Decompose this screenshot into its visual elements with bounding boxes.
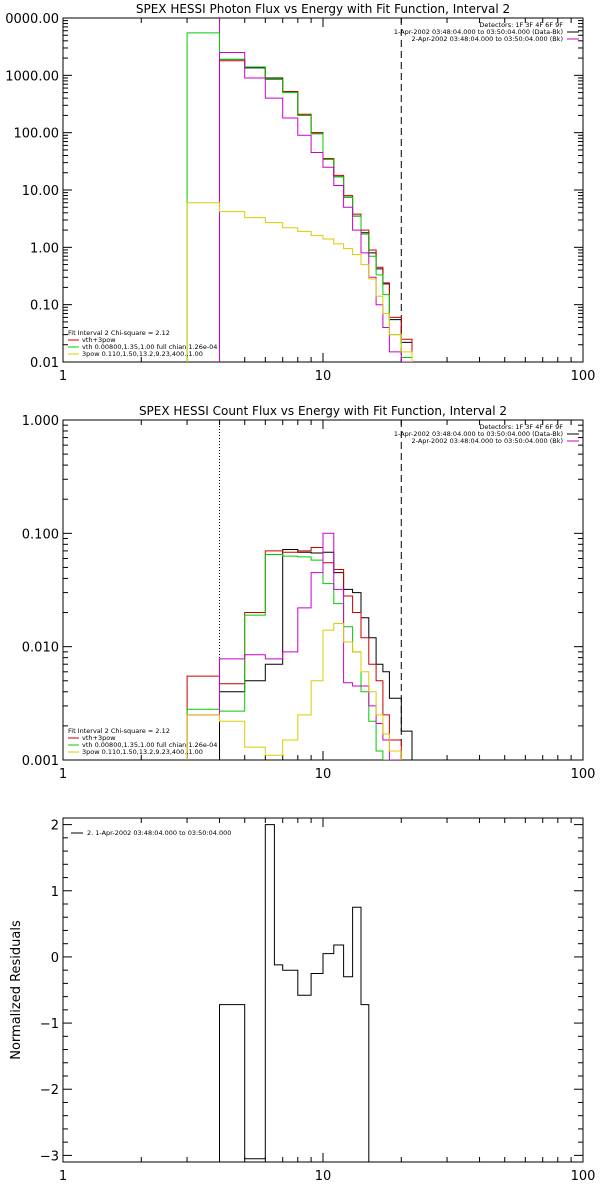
y-tick-label: 2	[51, 819, 59, 834]
info-line: Detectors: 1F 3F 4F 6F 9F	[479, 21, 563, 29]
x-tick-label: 10	[315, 1169, 332, 1184]
fit-legend-text: vth+3pow	[82, 336, 116, 344]
panel-3: 1 10 100 −3 −2 −1 0 1 2 Normalized Residuals 2. 1-…	[9, 817, 596, 1184]
axes-frame	[62, 419, 584, 761]
y-tick-label: 0000.00	[5, 12, 59, 27]
series-4-line	[186, 532, 402, 760]
x-tick-label: 100	[571, 767, 596, 782]
y-tick-label: 0.10	[30, 299, 59, 314]
panel-1: SPEX HESSI Photon Flux vs Energy with Fi…	[5, 2, 595, 384]
y-tick-label: −1	[40, 1017, 59, 1032]
x-tick-label: 100	[571, 369, 596, 384]
series-4-line	[219, 52, 412, 362]
panel-2: SPEX HESSI Count Flux vs Energy with Fit…	[22, 404, 596, 782]
chart-title: SPEX HESSI Count Flux vs Energy with Fit…	[139, 404, 507, 418]
series-5-line	[186, 623, 402, 760]
info-line: 2-Apr-2002 03:48:04.000 to 03:50:04.000 …	[412, 437, 563, 445]
plot-area	[219, 824, 370, 1162]
x-tick-label: 1	[59, 767, 67, 782]
residual-legend-text: 2. 1-Apr-2002 03:48:04.000 to 03:50:04.0…	[87, 829, 231, 837]
fit-legend-text: vth+3pow	[82, 734, 116, 742]
plot-area	[186, 32, 413, 362]
y-axis-label: Normalized Residuals	[9, 920, 24, 1060]
fit-legend-text: 3pow 0.110,1.50,13.2,9.23,400.,1.00	[82, 350, 203, 358]
plot-area	[186, 532, 413, 760]
series-3-line	[186, 554, 402, 760]
chart-title: SPEX HESSI Photon Flux vs Energy with Fi…	[136, 2, 510, 16]
fit-legend-text: Fit Interval 2 Chi-square = 2.12	[68, 329, 170, 337]
y-tick-label: 0.100	[22, 527, 59, 542]
fit-legend-text: 3pow 0.110,1.50,13.2,9.23,400.,1.00	[82, 748, 203, 756]
y-tick-label: 100.00	[14, 127, 60, 142]
series-1-line	[219, 824, 370, 1162]
info-line: 1-Apr-2002 03:48:04.000 to 03:50:04.000 …	[394, 28, 563, 36]
y-tick-label: −3	[40, 1149, 59, 1164]
y-tick-label: 0	[51, 951, 59, 966]
y-tick-label: 1.00	[30, 241, 59, 256]
info-line: Detectors: 1F 3F 4F 6F 9F	[479, 423, 563, 431]
y-tick-label: 1	[51, 885, 59, 900]
series-5-line	[186, 202, 413, 362]
y-tick-label: 0.01	[30, 356, 59, 371]
axes-frame	[62, 17, 584, 363]
x-tick-label: 100	[571, 1169, 596, 1184]
y-tick-label: 1000.00	[5, 69, 59, 84]
y-tick-label: 0.001	[22, 754, 59, 769]
x-tick-label: 10	[315, 369, 332, 384]
fit-legend-text: Fit Interval 2 Chi-square = 2.12	[68, 727, 170, 735]
y-tick-label: 0.010	[22, 641, 59, 656]
fit-legend-text: vth 0.00800,1.35,1.00 full chian 1.26e-0…	[82, 741, 217, 749]
fit-legend-text: vth 0.00800,1.35,1.00 full chian 1.26e-0…	[82, 343, 217, 351]
x-tick-label: 10	[315, 767, 332, 782]
info-line: 2-Apr-2002 03:48:04.000 to 03:50:04.000 …	[412, 35, 563, 43]
x-tick-label: 1	[59, 1169, 67, 1184]
info-line: 1-Apr-2002 03:48:04.000 to 03:50:04.000 …	[394, 430, 563, 438]
axes-frame	[62, 817, 584, 1163]
y-tick-label: 10.00	[22, 184, 59, 199]
x-tick-label: 1	[59, 369, 67, 384]
series-3-line	[186, 32, 413, 362]
y-tick-label: 1.000	[22, 414, 59, 429]
y-tick-label: −2	[40, 1083, 59, 1098]
